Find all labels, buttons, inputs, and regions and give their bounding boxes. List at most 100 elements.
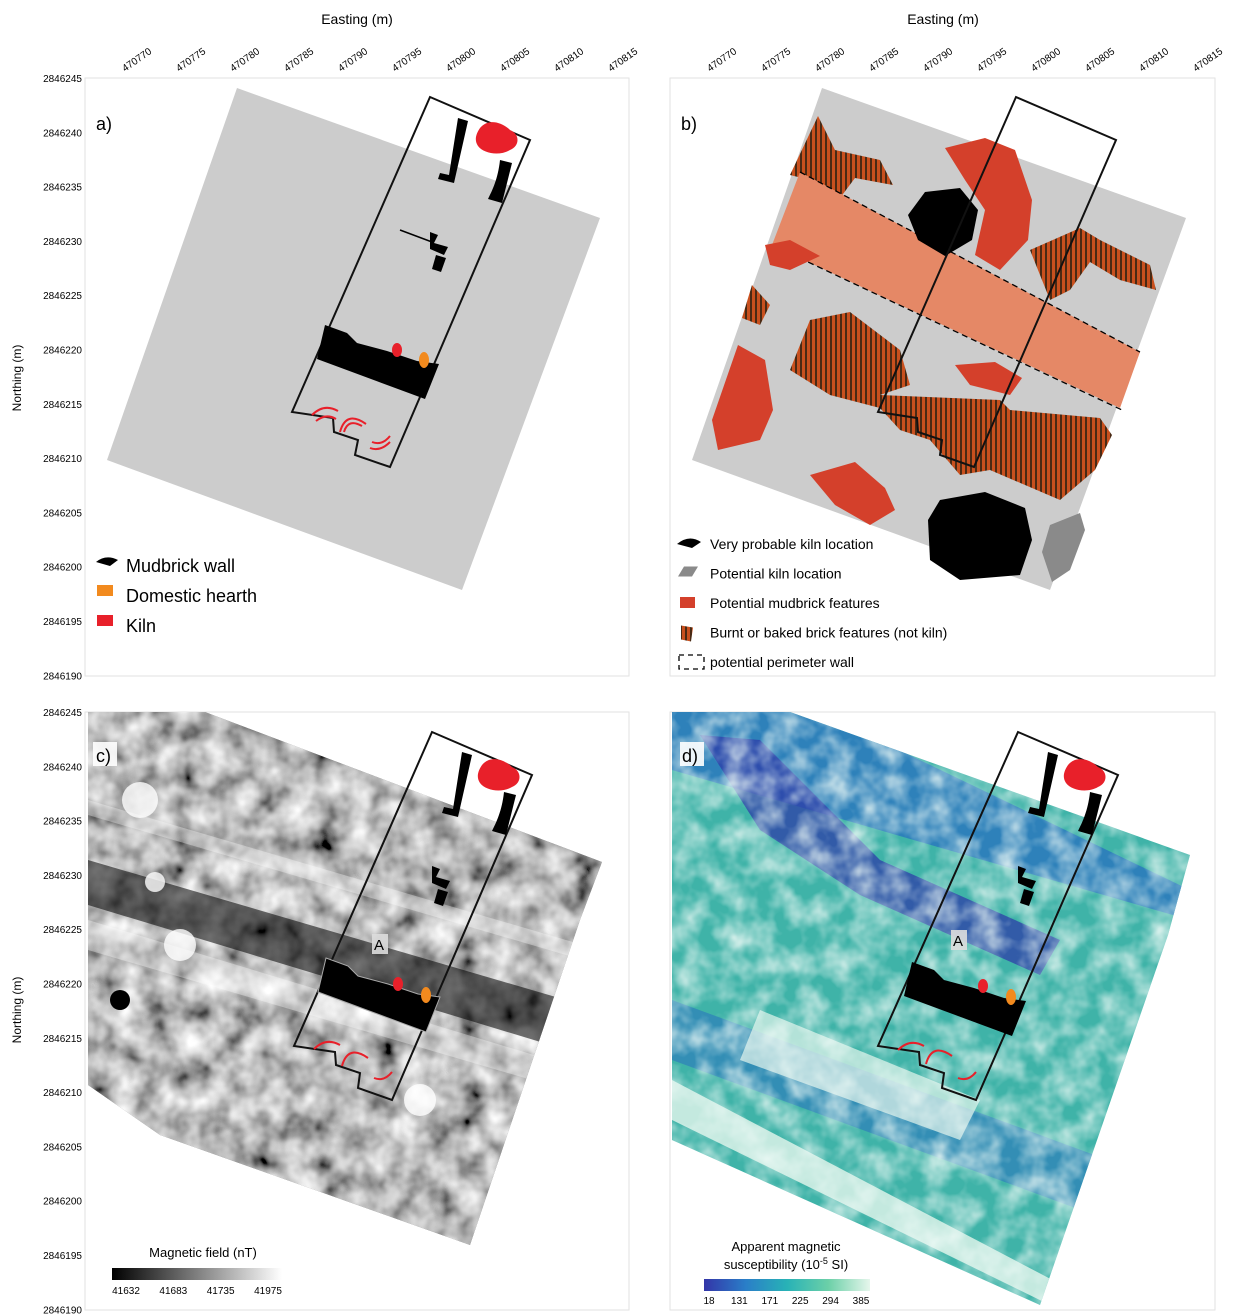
northing-tick-label: 2846245 (43, 74, 82, 85)
legend-b-label: Potential mudbrick features (710, 595, 880, 611)
probable-kiln (908, 188, 978, 256)
panel-c-frame (84, 711, 630, 1311)
mudbrick-wall-block (317, 957, 441, 1033)
easting-tick-label: 470770 (705, 46, 739, 74)
legend-b-label: Potential kiln location (710, 566, 842, 582)
northing-title-top: Northing (m) (10, 345, 24, 412)
excavation-trench-outline (876, 95, 1118, 469)
point-a-marker (951, 930, 967, 950)
survey-area-grey (107, 88, 600, 590)
burnt-brick-feature (790, 312, 1112, 500)
easting-tick-label: 470810 (552, 46, 586, 74)
mudbrick-wall (1018, 866, 1036, 889)
northing-ticks-top: 2846245 2846240 2846235 2846230 2846225 28462… (43, 74, 82, 682)
mudbrick-feature (712, 345, 773, 450)
northing-tick-label: 2846235 (43, 817, 82, 828)
burnt-brick-icon (681, 625, 693, 642)
panel-b-label: b) (681, 114, 697, 134)
easting-tick-label: 470800 (1029, 46, 1063, 74)
burnt-brick-feature (790, 116, 893, 198)
mudbrick-wall (442, 752, 472, 817)
northing-tick-label: 2846230 (43, 237, 82, 248)
northing-tick-label: 2846215 (43, 1034, 82, 1045)
northing-tick-label: 2846205 (43, 508, 82, 519)
colorbar-tick-label: 131 (731, 1296, 748, 1307)
easting-tick-label: 470805 (498, 46, 532, 74)
legend-a-label: Mudbrick wall (126, 556, 235, 576)
panel-c: A c) Magnetic field (nT) 41632 41683 41735… (88, 712, 602, 1297)
mudbrick-wall (1028, 752, 1058, 817)
mudbrick-wall-block (904, 962, 1026, 1036)
perimeter-wall-icon (678, 654, 705, 670)
easting-tick-label: 470775 (759, 46, 793, 74)
panel-d: A d) Apparent magnetic susceptibility (1… (672, 712, 1190, 1307)
panel-a-frame (84, 77, 630, 677)
northing-tick-label: 2846200 (43, 563, 82, 574)
kiln-arcs (311, 406, 391, 451)
colorbar-d (704, 1279, 870, 1291)
northing-tick-label: 2846195 (43, 617, 82, 628)
legend-a-label: Kiln (126, 616, 156, 636)
easting-tick-label: 470815 (1191, 46, 1225, 74)
magnetic-map (88, 712, 602, 1245)
kiln-arcs (897, 1041, 977, 1081)
kiln-icon (97, 615, 113, 626)
northing-tick-label: 2846235 (43, 183, 82, 194)
probable-kiln-icon (677, 538, 701, 548)
domestic-hearth (1006, 989, 1016, 1005)
legend-b-label: Burnt or baked brick features (not kiln) (710, 625, 947, 641)
mudbrick-wall (399, 229, 433, 243)
susceptibility-map (672, 712, 1190, 1305)
point-a-label: A (374, 937, 384, 954)
northing-tick-label: 2846205 (43, 1142, 82, 1153)
potential-kiln (1042, 513, 1085, 582)
easting-tick-label: 470790 (921, 46, 955, 74)
easting-tick-label: 470785 (282, 46, 316, 74)
point-a-marker (372, 934, 388, 954)
northing-tick-label: 2846190 (43, 671, 82, 682)
panel-b: b) Very probable kiln location Potential … (677, 88, 1186, 670)
legend-a: Mudbrick wall Domestic hearth Kiln (96, 556, 257, 636)
mudbrick-wall (438, 118, 468, 183)
panel-d-frame (669, 711, 1216, 1311)
panel-d-label: d) (682, 746, 698, 766)
kiln (978, 979, 988, 993)
mudbrick-wall (430, 232, 448, 255)
colorbar-tick-label: 41683 (159, 1286, 187, 1297)
kiln (392, 343, 402, 357)
legend-b-label: Very probable kiln location (710, 536, 873, 552)
colorbar-tick-label: 41632 (112, 1286, 140, 1297)
easting-tick-label: 470795 (390, 46, 424, 74)
perimeter-corridor (772, 172, 1140, 408)
easting-tick-label: 470775 (174, 46, 208, 74)
mudbrick-wall (432, 866, 450, 889)
northing-tick-label: 2846210 (43, 454, 82, 465)
northing-tick-label: 2846200 (43, 1197, 82, 1208)
northing-title-bottom: Northing (m) (10, 977, 24, 1044)
northing-ticks-bottom: 2846245 2846240 2846235 2846230 2846225 28462… (43, 708, 82, 1314)
mudbrick-wall (488, 160, 512, 203)
panel-b-frame (669, 77, 1216, 677)
colorbar-d-title-2: susceptibility (10-5 SI) (724, 1256, 848, 1272)
mudbrick-wall-block (317, 325, 439, 399)
northing-tick-label: 2846190 (43, 1305, 82, 1314)
colorbar-d-ticks: 18 131 171 225 294 385 (703, 1296, 869, 1307)
panel-a: a) Mudbrick wall Domestic hearth Kiln (96, 88, 600, 636)
colorbar-tick-label: 171 (761, 1296, 778, 1307)
colorbar-c-ticks: 41632 41683 41735 41975 (112, 1286, 282, 1297)
easting-tick-label: 470805 (1083, 46, 1117, 74)
easting-tick-label: 470795 (975, 46, 1009, 74)
easting-tick-label: 470770 (120, 46, 154, 74)
kiln (393, 977, 403, 991)
northing-tick-label: 2846215 (43, 400, 82, 411)
mudbrick-feature (945, 138, 1032, 270)
mudbrick-feature (955, 362, 1022, 395)
northing-tick-label: 2846230 (43, 871, 82, 882)
perimeter-wall-dashed (799, 171, 1141, 353)
easting-tick-label: 470815 (606, 46, 640, 74)
colorbar-tick-label: 294 (822, 1296, 839, 1307)
kiln (477, 759, 520, 791)
easting-tick-label: 470785 (867, 46, 901, 74)
kiln (475, 122, 518, 154)
